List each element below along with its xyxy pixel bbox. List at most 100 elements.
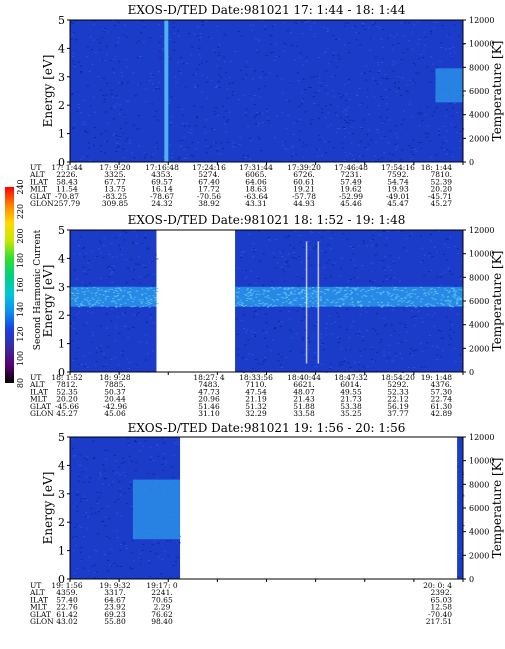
noise-pixel: [213, 51, 216, 53]
table-cell: 6621.: [293, 380, 314, 389]
band-pixel: [451, 288, 454, 290]
noise-pixel: [258, 40, 261, 42]
noise-pixel: [104, 111, 107, 113]
band-pixel: [310, 295, 313, 297]
band-pixel: [370, 286, 373, 288]
noise-pixel: [384, 269, 387, 271]
band-pixel: [407, 293, 410, 295]
table-cell: -78.67: [150, 192, 174, 201]
noise-pixel: [76, 91, 79, 93]
noise-pixel: [91, 331, 94, 333]
noise-pixel: [129, 140, 132, 142]
noise-pixel: [120, 352, 123, 354]
noise-pixel: [447, 34, 450, 36]
noise-pixel: [117, 142, 119, 144]
noise-pixel: [120, 494, 123, 496]
band-pixel: [311, 292, 314, 294]
noise-pixel: [169, 38, 171, 40]
table-cell: 56.19: [387, 402, 409, 411]
noise-pixel: [438, 134, 441, 136]
band-pixel: [459, 305, 462, 307]
noise-pixel: [85, 322, 88, 324]
noise-pixel: [305, 56, 308, 58]
noise-pixel: [71, 22, 74, 24]
noise-pixel: [173, 50, 176, 51]
noise-pixel: [356, 94, 359, 96]
noise-pixel: [76, 491, 79, 493]
noise-pixel: [259, 260, 262, 262]
noise-pixel: [132, 71, 135, 73]
noise-pixel: [391, 63, 394, 65]
table-cell: 51.88: [293, 402, 315, 411]
noise-pixel: [332, 35, 335, 36]
noise-pixel: [436, 359, 439, 361]
noise-pixel: [393, 330, 396, 332]
noise-pixel: [366, 96, 369, 98]
noise-pixel: [125, 150, 128, 152]
noise-pixel: [75, 535, 78, 537]
band-pixel: [107, 295, 110, 297]
band-pixel: [145, 298, 148, 300]
y2-tick-label: 2000: [469, 551, 489, 560]
noise-pixel: [94, 577, 96, 579]
band-pixel: [327, 288, 330, 290]
noise-pixel: [318, 118, 321, 119]
noise-pixel: [407, 366, 410, 368]
noise-pixel: [387, 357, 390, 359]
noise-pixel: [144, 234, 147, 236]
band-pixel: [88, 303, 91, 305]
noise-pixel: [270, 124, 272, 126]
noise-pixel: [333, 147, 335, 149]
noise-pixel: [266, 110, 268, 112]
noise-pixel: [347, 280, 350, 282]
noise-pixel: [119, 248, 122, 250]
table-cell: 18: 1:44: [421, 163, 453, 172]
noise-pixel: [376, 361, 379, 363]
noise-pixel: [181, 139, 184, 141]
noise-pixel: [307, 337, 310, 339]
noise-pixel: [144, 157, 147, 159]
noise-pixel: [254, 332, 257, 334]
noise-pixel: [282, 141, 285, 143]
noise-pixel: [76, 524, 79, 526]
band-pixel: [237, 301, 240, 303]
band-pixel: [452, 287, 455, 289]
band-pixel: [449, 300, 452, 302]
noise-pixel: [244, 112, 247, 114]
noise-pixel: [366, 149, 369, 151]
noise-pixel: [433, 111, 436, 113]
noise-pixel: [297, 285, 300, 287]
noise-pixel: [445, 130, 448, 132]
noise-pixel: [366, 134, 369, 135]
noise-pixel: [362, 25, 365, 27]
band-pixel: [283, 289, 286, 291]
noise-pixel: [226, 142, 229, 143]
noise-pixel: [242, 356, 245, 358]
band-pixel: [428, 293, 431, 295]
noise-pixel: [124, 312, 126, 314]
band-pixel: [127, 292, 130, 294]
noise-pixel: [103, 101, 106, 103]
noise-pixel: [299, 119, 302, 121]
noise-pixel: [126, 36, 129, 38]
band-pixel: [429, 303, 432, 305]
noise-pixel: [110, 565, 113, 567]
noise-pixel: [268, 239, 270, 241]
noise-pixel: [206, 97, 209, 99]
noise-pixel: [383, 325, 386, 327]
noise-pixel: [389, 278, 392, 280]
table-cell: 20.96: [198, 395, 220, 404]
noise-pixel: [417, 43, 420, 45]
noise-pixel: [454, 51, 457, 53]
band-pixel: [387, 294, 390, 296]
noise-pixel: [194, 85, 197, 87]
noise-pixel: [252, 255, 255, 257]
noise-pixel: [148, 560, 151, 562]
noise-pixel: [290, 331, 293, 333]
noise-pixel: [430, 30, 433, 32]
noise-pixel: [160, 577, 163, 579]
noise-pixel: [400, 59, 403, 61]
band-pixel: [314, 291, 317, 293]
table-cell: 6014.: [340, 380, 361, 389]
noise-pixel: [349, 246, 352, 247]
